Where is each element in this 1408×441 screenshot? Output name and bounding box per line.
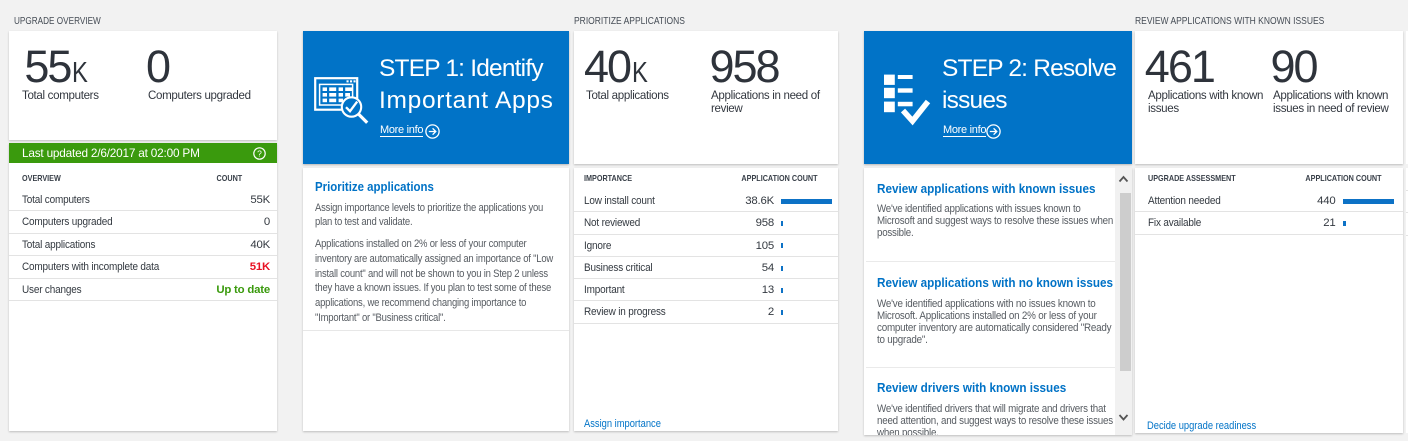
svg-text:?: ?	[257, 148, 262, 158]
